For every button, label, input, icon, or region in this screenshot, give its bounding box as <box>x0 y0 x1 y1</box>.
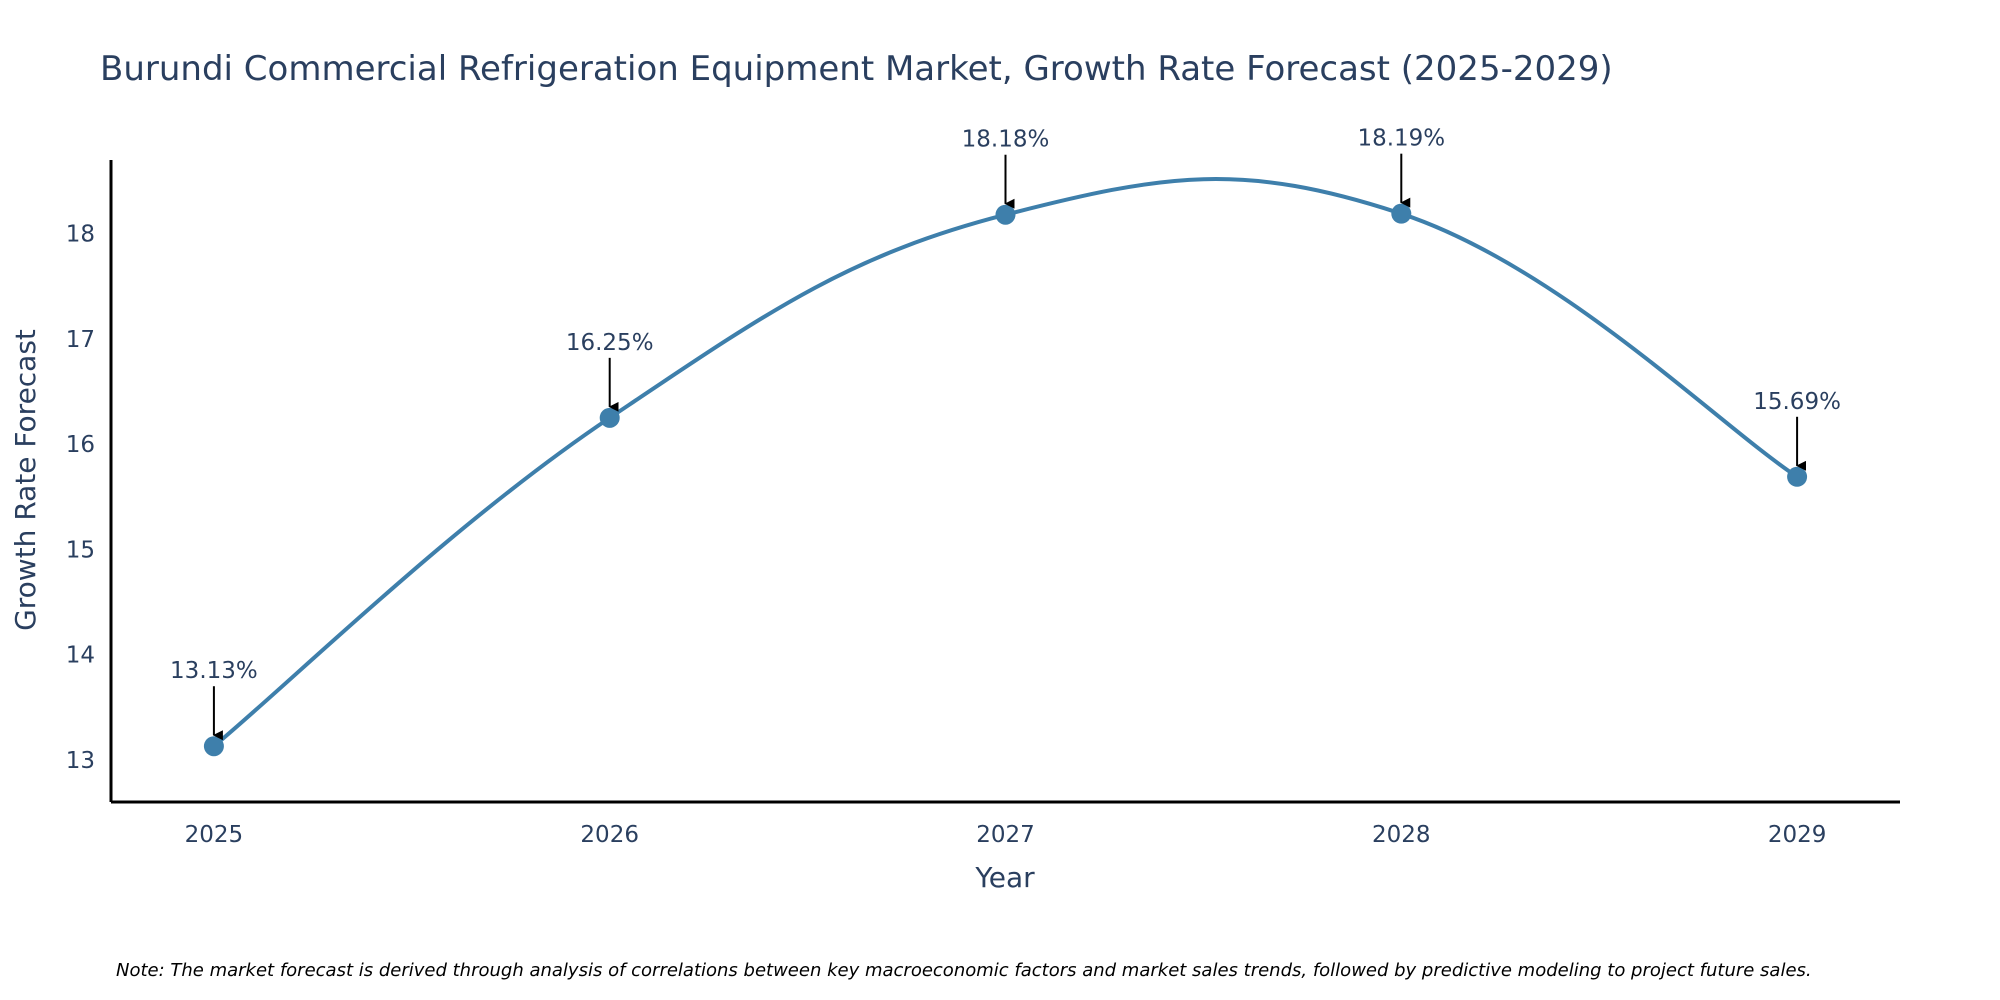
y-tick-label: 17 <box>66 327 95 353</box>
y-tick-labels: 13 14 15 16 17 18 <box>66 222 95 774</box>
data-label: 18.18% <box>962 127 1050 153</box>
x-tick-label: 2027 <box>976 822 1035 848</box>
y-tick-label: 16 <box>66 432 95 458</box>
data-label: 13.13% <box>170 658 258 684</box>
series-line <box>212 177 1799 748</box>
data-points <box>203 203 1808 757</box>
x-tick-label: 2026 <box>580 822 639 848</box>
data-point <box>599 407 620 428</box>
y-tick-label: 18 <box>66 222 95 248</box>
y-axis-title: Growth Rate Forecast <box>9 329 42 631</box>
x-axis-title: Year <box>974 861 1035 894</box>
chart-title: Burundi Commercial Refrigeration Equipme… <box>100 49 1613 89</box>
x-tick-labels: 2025 2026 2027 2028 2029 <box>185 822 1827 848</box>
data-point <box>1787 466 1808 487</box>
data-point <box>995 204 1016 225</box>
data-annotations: 13.13% 16.25% 18.18% 18.19% 15.69% <box>170 126 1841 741</box>
axes <box>109 160 1900 804</box>
y-tick-label: 14 <box>66 643 95 669</box>
x-tick-label: 2028 <box>1372 822 1431 848</box>
data-label: 18.19% <box>1357 126 1445 152</box>
data-point <box>1391 203 1412 224</box>
y-tick-label: 13 <box>66 748 95 774</box>
data-label: 15.69% <box>1753 389 1841 415</box>
x-tick-label: 2025 <box>185 822 244 848</box>
data-label: 16.25% <box>566 330 654 356</box>
data-point <box>203 736 224 757</box>
x-tick-label: 2029 <box>1768 822 1827 848</box>
forecast-note: Note: The market forecast is derived thr… <box>116 960 1812 981</box>
y-tick-label: 15 <box>66 537 95 563</box>
